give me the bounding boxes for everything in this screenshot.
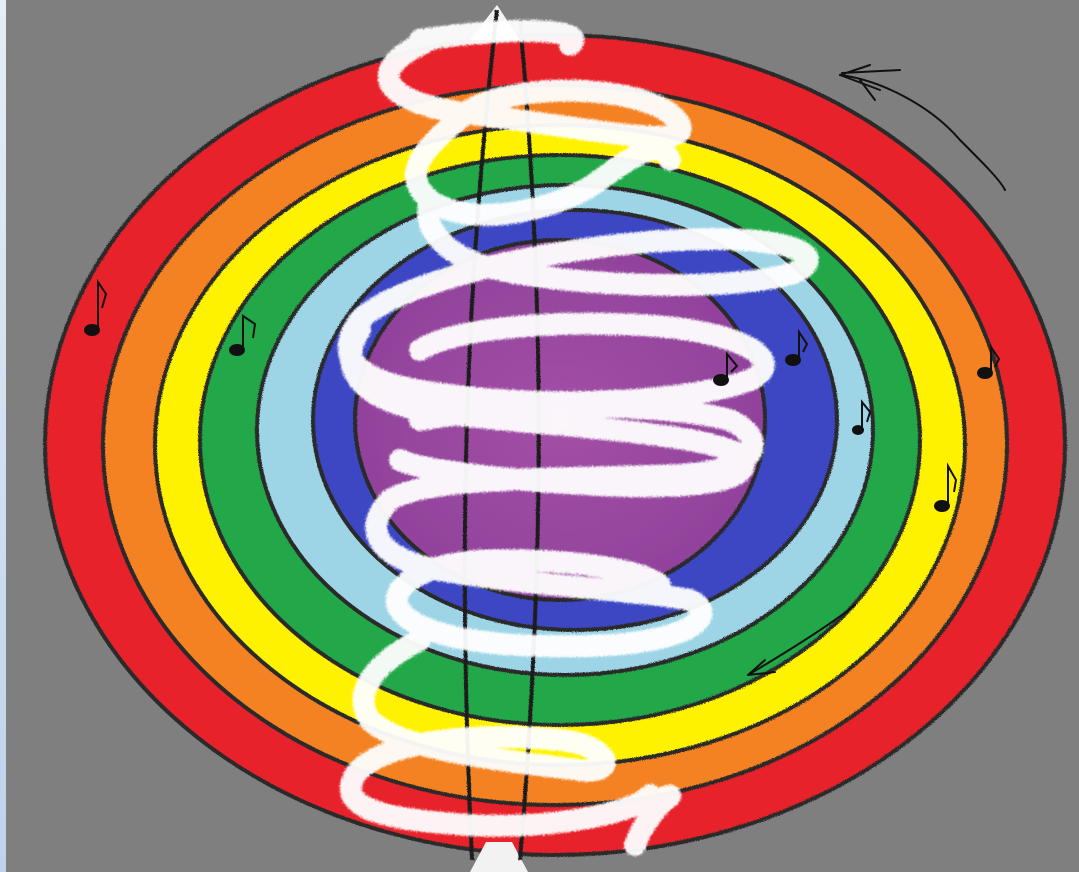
arrow-icon — [747, 64, 1006, 676]
white-spiral — [337, 19, 819, 856]
music-note-icon — [713, 351, 739, 386]
arrow-bottom-right — [747, 604, 856, 676]
bottom-spike — [470, 842, 528, 872]
curved-arrow-top-right — [839, 74, 1006, 191]
left-frame-edge — [0, 0, 6, 872]
music-notes — [84, 278, 1001, 512]
music-note-icon — [934, 462, 958, 512]
music-note-icon — [785, 328, 809, 366]
music-note-icon — [977, 343, 1001, 379]
music-note-icon — [229, 314, 257, 356]
music-note-icon — [84, 278, 108, 336]
music-note-icon — [852, 399, 872, 435]
